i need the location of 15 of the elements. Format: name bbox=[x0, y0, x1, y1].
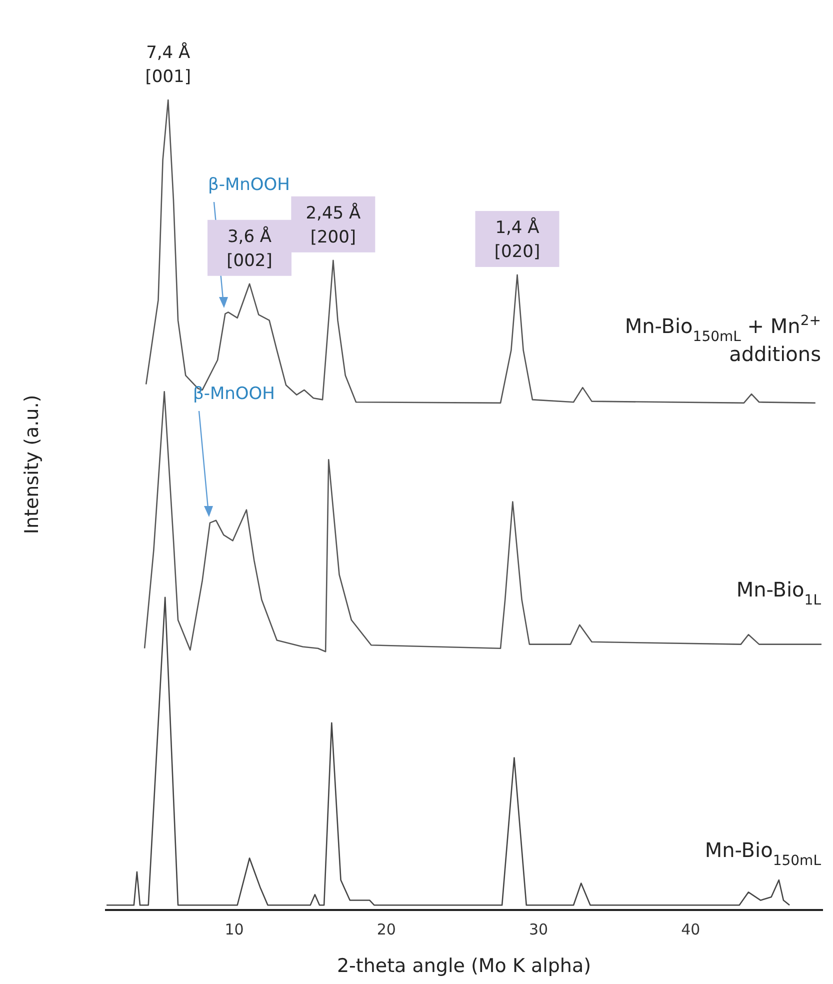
x-tick-label: 30 bbox=[528, 920, 548, 939]
series-label: Mn-Bio$_{1L}$ bbox=[736, 577, 822, 608]
annotation: 7,4 Å [001] bbox=[145, 42, 191, 87]
annotation: 2,45 Å [200] bbox=[306, 202, 361, 248]
x-tick-label: 20 bbox=[376, 920, 396, 939]
x-tick-label: 40 bbox=[681, 920, 700, 939]
y-axis-title: Intensity (a.u.) bbox=[21, 394, 43, 534]
series-label: Mn-Bio$_{150mL}$ + Mn$^{2+}$ additions bbox=[624, 312, 821, 366]
annotation: β-MnOOH bbox=[208, 175, 290, 195]
x-axis-title: 2-theta angle (Mo K alpha) bbox=[336, 955, 592, 977]
x-tick-label: 10 bbox=[224, 920, 244, 939]
annotation: 1,4 Å [020] bbox=[494, 216, 540, 262]
annotation: β-MnOOH bbox=[193, 384, 275, 404]
annotation: 3,6 Å [002] bbox=[226, 226, 272, 271]
series-label: Mn-Bio$_{150mL}$ bbox=[704, 838, 822, 870]
